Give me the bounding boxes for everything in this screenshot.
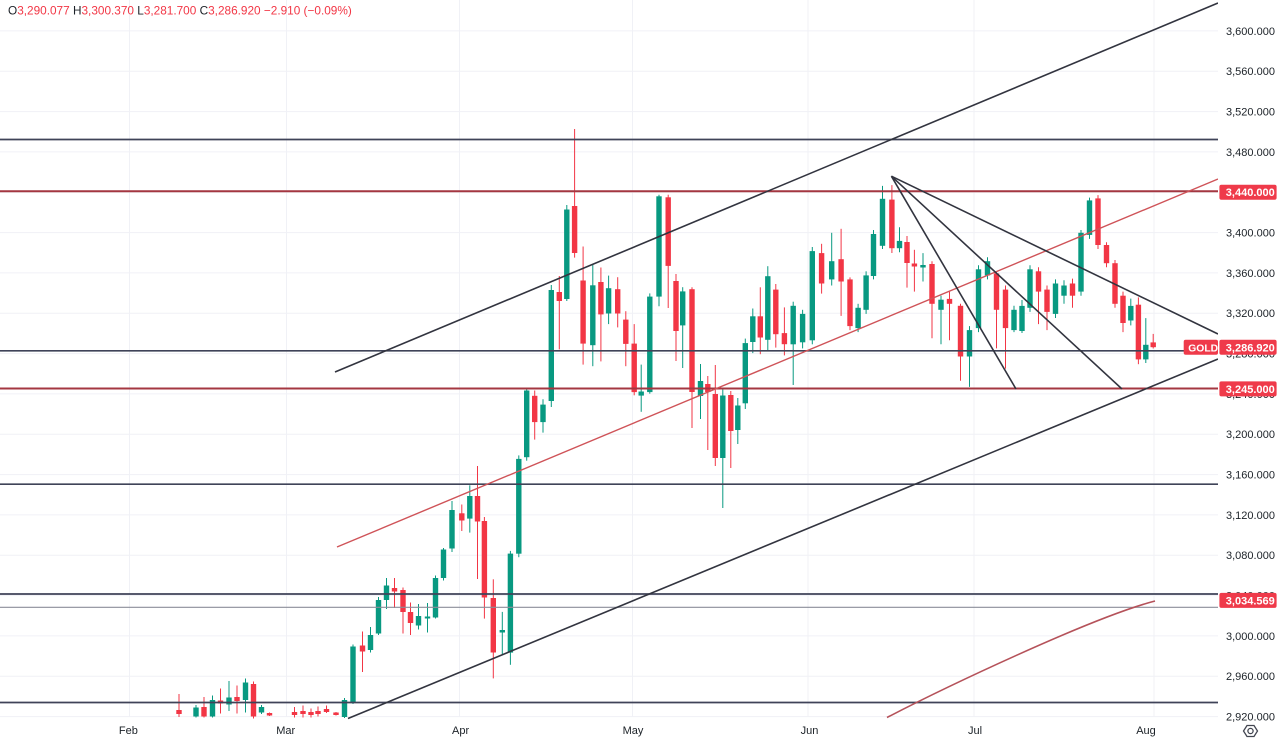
svg-text:3,400.000: 3,400.000 [1226,228,1275,240]
svg-text:2,920.000: 2,920.000 [1226,712,1275,724]
svg-text:Jun: Jun [801,725,819,737]
svg-text:3,600.000: 3,600.000 [1226,26,1275,38]
svg-text:3,520.000: 3,520.000 [1226,107,1275,119]
svg-text:3,000.000: 3,000.000 [1226,631,1275,643]
svg-text:3,286.920: 3,286.920 [1226,342,1275,354]
svg-text:3,560.000: 3,560.000 [1226,66,1275,78]
svg-text:May: May [623,725,644,737]
svg-text:GOLD: GOLD [1188,343,1218,354]
svg-text:3,120.000: 3,120.000 [1226,510,1275,522]
svg-text:3,160.000: 3,160.000 [1226,470,1275,482]
svg-text:Aug: Aug [1136,725,1156,737]
svg-text:Feb: Feb [119,725,138,737]
svg-text:3,200.000: 3,200.000 [1226,429,1275,441]
svg-text:3,440.000: 3,440.000 [1226,187,1275,199]
svg-text:2,960.000: 2,960.000 [1226,671,1275,683]
svg-text:3,080.000: 3,080.000 [1226,550,1275,562]
svg-text:3,034.569: 3,034.569 [1226,595,1275,607]
svg-text:Apr: Apr [452,725,469,737]
svg-text:Jul: Jul [968,725,982,737]
svg-text:Mar: Mar [276,725,295,737]
svg-text:3,360.000: 3,360.000 [1226,268,1275,280]
svg-text:O3,290.077 H3,300.370 L3,281.7: O3,290.077 H3,300.370 L3,281.700 C3,286.… [8,4,352,18]
svg-text:3,320.000: 3,320.000 [1226,308,1275,320]
svg-text:3,245.000: 3,245.000 [1226,384,1275,396]
svg-text:3,480.000: 3,480.000 [1226,147,1275,159]
